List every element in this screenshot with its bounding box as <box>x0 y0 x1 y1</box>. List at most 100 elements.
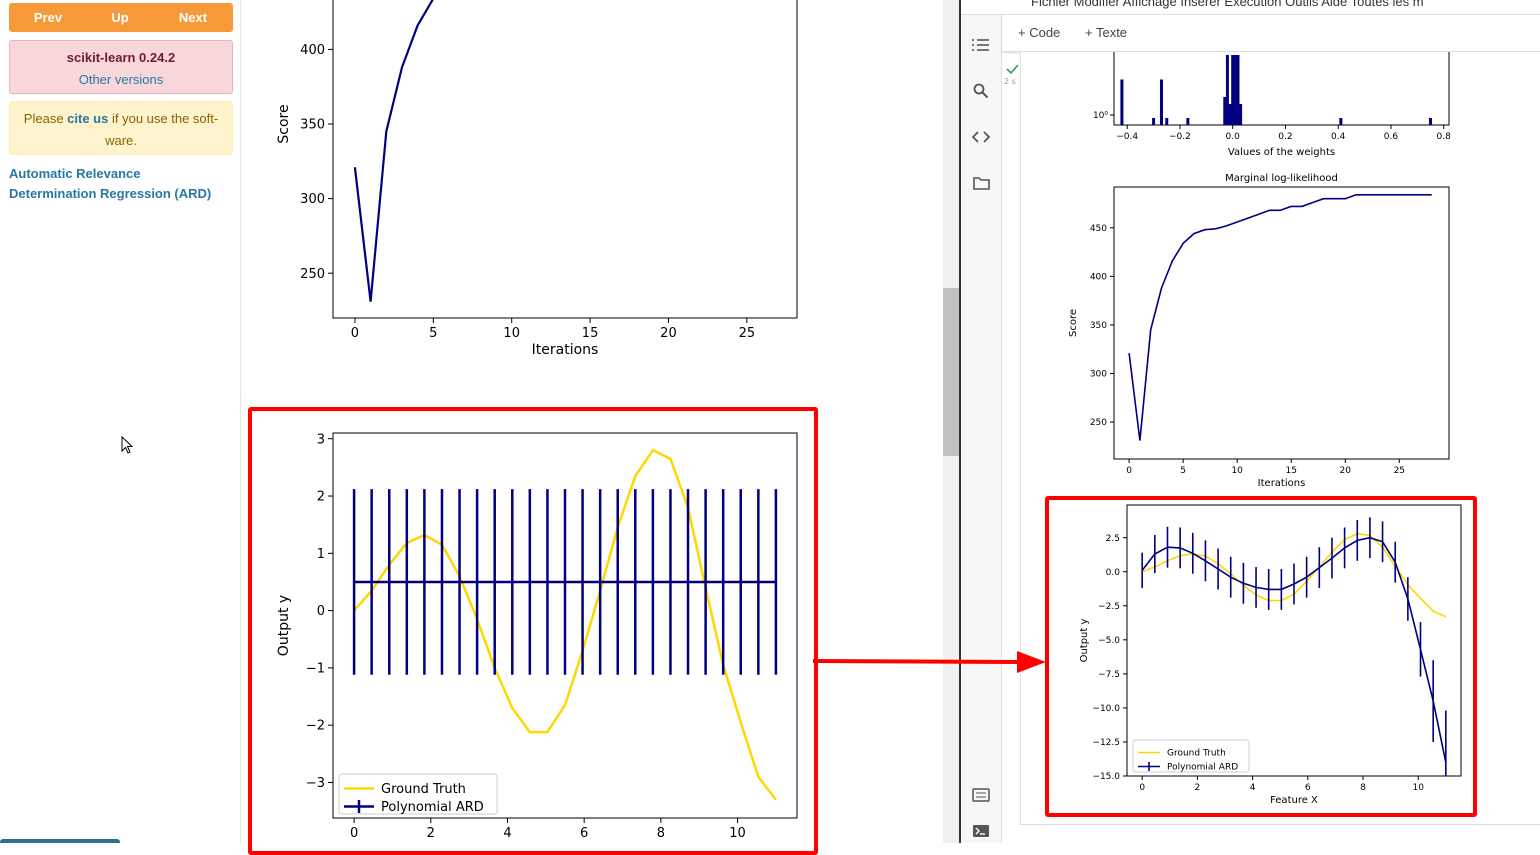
colab-hist-bar <box>1233 55 1237 125</box>
doc-loglik-xtick-label: 5 <box>429 326 437 341</box>
colab-hist-bar <box>1152 118 1156 125</box>
colab-loglik-ytick-label: 450 <box>1090 224 1107 234</box>
next-button[interactable]: Next <box>178 10 208 25</box>
up-button[interactable]: Up <box>111 10 129 25</box>
cite-text-line2: ware. <box>105 133 137 148</box>
doc-loglik-ytick-label: 400 <box>300 43 325 58</box>
colab-loglik-xtick-label: 10 <box>1231 466 1243 476</box>
colab-hist-group: −0.4 −0.2 0.0 0.2 0.4 0.6 0.8 10⁰ Values of the … <box>1093 52 1451 158</box>
colab-hist-xtick-label: 0.4 <box>1331 132 1346 142</box>
doc-loglik-plot-area <box>353 0 434 302</box>
colab-poly-ytick-label: −2.5 <box>1098 602 1120 612</box>
doc-poly-xtick-label: 6 <box>580 826 588 841</box>
keyboard-icon[interactable] <box>972 788 990 802</box>
colab-loglik-xtick-label: 0 <box>1126 466 1132 476</box>
doc-loglik-ytick-label: 300 <box>300 192 325 207</box>
scrollbar-thumb[interactable] <box>943 288 959 456</box>
colab-poly-xtick-label: 6 <box>1305 783 1311 793</box>
colab-loglik-group: Marginal log-likelihood 0 5 10 15 20 25 250 300 3… <box>1068 173 1450 489</box>
colab-loglik-series-line <box>1128 194 1432 441</box>
colab-hist-bar <box>1228 104 1232 125</box>
colab-poly-legend-label: Ground Truth <box>1167 749 1226 759</box>
doc-poly-ylabel: Output y <box>276 595 292 656</box>
colab-hist-bar <box>1186 118 1190 125</box>
doc-loglik-xtick-label: 0 <box>351 326 359 341</box>
doc-poly-ytick-label: 3 <box>317 432 325 447</box>
highlight-box-right <box>1045 496 1477 817</box>
colab-loglik-xtick-label: 15 <box>1285 466 1296 476</box>
cite-prefix: Please <box>23 111 68 126</box>
colab-poly-group: 0 2 4 6 8 10 2.5 0.0 −2.5 −5.0 −7.5 −10.0 −12.5 −15.0… <box>1079 504 1462 806</box>
doc-loglik-ytick-label: 350 <box>300 118 325 133</box>
colab-poly-ytick-label: −12.5 <box>1092 738 1120 748</box>
other-versions-link[interactable]: Other versions <box>78 72 164 87</box>
doc-loglik-xtick-label: 15 <box>582 326 599 341</box>
colab-hist-bar <box>1120 79 1124 125</box>
colab-hist-xtick-label: 0.0 <box>1226 132 1241 142</box>
colab-hist-bar <box>1236 55 1240 125</box>
connector-arrow <box>813 651 1046 673</box>
nav-button-bar: Prev Up Next <box>9 3 233 32</box>
colab-hist-frame <box>1113 52 1450 126</box>
version-title: scikit-learn 0.24.2 <box>66 50 176 65</box>
cite-box: Please cite us if you use the soft- ware… <box>9 101 233 155</box>
doc-poly-ytick-label: −2 <box>306 719 325 734</box>
colab-poly-xtick-label: 0 <box>1139 783 1145 793</box>
cite-text: Please cite us if you use the soft- <box>10 111 232 126</box>
folder-icon[interactable] <box>973 176 990 190</box>
mouse-cursor-icon <box>121 436 134 454</box>
toc-link-line1: Automatic Relevance <box>9 166 141 181</box>
cite-suffix: if you use the soft- <box>108 111 219 126</box>
doc-poly-group: 0 2 4 6 8 10 −3 −2 −1 0 1 2 3 Output y Ground Truth Pol… <box>276 432 798 841</box>
colab-hist-xlabel: Values of the weights <box>1228 147 1335 158</box>
colab-poly-legend-box <box>1132 739 1250 773</box>
sidebar-bottom-tab[interactable] <box>0 839 120 843</box>
docs-sidebar: Prev Up Next scikit-learn 0.24.2 Other v… <box>0 0 241 843</box>
colab-toolbar: + Code + Texte <box>1002 15 1540 52</box>
doc-poly-chart: 0 2 4 6 8 10 −3 −2 −1 0 1 2 3 Output y Ground Truth Pol… <box>276 432 798 841</box>
doc-poly-ytick-label: 1 <box>317 547 325 562</box>
code-snippets-icon[interactable] <box>972 130 990 144</box>
window-divider <box>959 0 961 843</box>
doc-loglik-series-line <box>353 0 434 302</box>
doc-loglik-ytick-label: 250 <box>300 267 325 282</box>
colab-hist-bar <box>1239 104 1243 125</box>
colab-hist-bar <box>1429 118 1433 125</box>
add-code-button[interactable]: + Code <box>1018 25 1061 40</box>
colab-poly-plot-area <box>1141 517 1447 776</box>
colab-hist-xtick-label: −0.4 <box>1116 132 1138 142</box>
doc-loglik-xlabel: Iterations <box>532 342 599 358</box>
colab-hist-xtick-label: −0.2 <box>1169 132 1191 142</box>
colab-loglik-ytick-label: 300 <box>1090 370 1107 380</box>
colab-poly-xtick-label: 4 <box>1250 783 1256 793</box>
table-of-contents-icon[interactable] <box>972 37 990 53</box>
doc-poly-xtick-label: 10 <box>729 826 746 841</box>
colab-hist-xtick-label: 0.8 <box>1437 132 1452 142</box>
doc-poly-ytick-label: 0 <box>317 604 325 619</box>
colab-poly-series-line <box>1141 536 1447 763</box>
doc-poly-xtick-label: 4 <box>503 826 511 841</box>
doc-poly-legend-label: Polynomial ARD <box>381 800 484 815</box>
colab-side-rail <box>961 15 1002 843</box>
cite-us-link[interactable]: cite us <box>67 111 109 126</box>
toc-link-ard[interactable]: Automatic Relevance Determination Regres… <box>9 166 211 201</box>
doc-loglik-xtick-label: 25 <box>739 326 756 341</box>
version-box: scikit-learn 0.24.2 Other versions <box>9 40 233 94</box>
colab-loglik-plot-area <box>1128 194 1432 441</box>
prev-button[interactable]: Prev <box>33 10 63 25</box>
colab-loglik-xtick-label: 25 <box>1394 466 1405 476</box>
colab-loglik-ylabel: Score <box>1068 309 1079 337</box>
terminal-icon[interactable] <box>972 824 990 838</box>
colab-menu-items[interactable]: Fichier Modifier Affichage Insérer Exécu… <box>1031 0 1424 9</box>
doc-poly-xtick-label: 8 <box>657 826 665 841</box>
colab-poly-ylabel: Output y <box>1079 619 1090 663</box>
colab-loglik-title: Marginal log-likelihood <box>1225 173 1338 184</box>
search-icon[interactable] <box>973 83 989 99</box>
docs-main-content: 0510152025250300350400450IterationsScore… <box>241 0 943 855</box>
colab-poly-xlabel: Feature X <box>1270 795 1318 806</box>
colab-hist-xtick-label: 0.6 <box>1384 132 1399 142</box>
doc-poly-ytick-label: 2 <box>317 490 325 505</box>
add-text-button[interactable]: + Texte <box>1085 25 1128 40</box>
